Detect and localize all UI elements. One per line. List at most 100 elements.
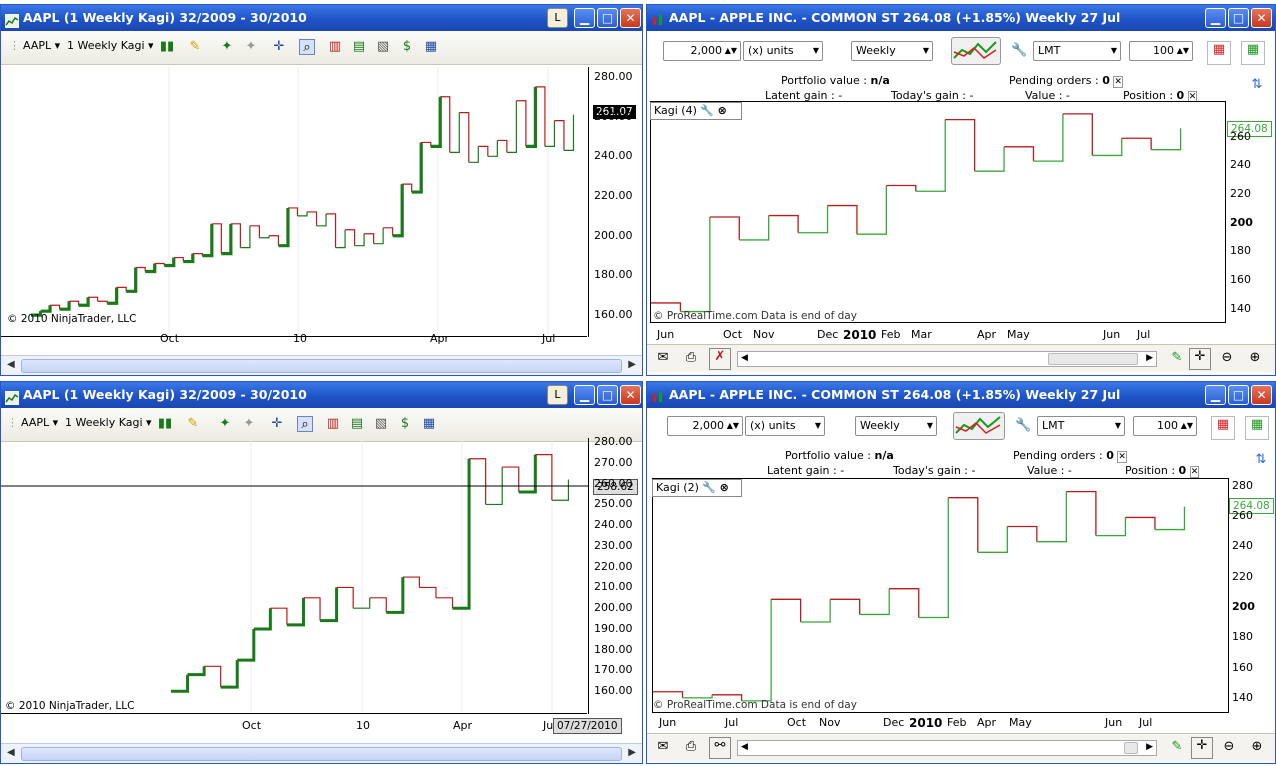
crosshair-icon[interactable]: ✛ (271, 416, 283, 431)
indicator-label[interactable]: Kagi (2) 🔧 ⊗ (652, 479, 742, 497)
indicator-button[interactable] (951, 37, 1001, 65)
units-select[interactable]: (x) units ▼ (745, 416, 825, 436)
image-icon[interactable]: ▧ (374, 416, 388, 431)
mail-icon[interactable]: ✉ (657, 739, 669, 754)
maximize-icon[interactable]: □ (597, 385, 618, 405)
scroll-right-icon[interactable]: ▶ (628, 359, 636, 370)
indicator-icon[interactable]: ✦ (221, 39, 233, 54)
scroll-right-icon[interactable]: ▶ (1146, 353, 1153, 363)
chart-style-icon[interactable]: ▮▮ (157, 416, 173, 431)
order-qty-stepper[interactable]: 100 ▲▼ (1129, 41, 1193, 61)
sell-icon[interactable]: ▦ (1241, 41, 1265, 65)
scroll-right-icon[interactable]: ▶ (1146, 742, 1153, 752)
chart-scrollbar[interactable]: ◀ ▶ (737, 740, 1157, 756)
scroll-left-icon[interactable]: ◀ (741, 353, 748, 363)
indicator-icon[interactable]: ✦ (219, 416, 231, 431)
bars-icon[interactable]: ▥ (328, 39, 342, 54)
pencil-icon[interactable]: ✎ (189, 39, 201, 54)
buy-icon[interactable]: ▦ (1211, 416, 1235, 440)
scroll-left-icon[interactable]: ◀ (7, 359, 15, 370)
indicator-label[interactable]: Kagi (4) 🔧 ⊗ (650, 102, 742, 120)
zoom-out-icon[interactable]: ⊖ (1223, 739, 1235, 754)
pending-orders[interactable]: Pending orders : 0 ✕ (1009, 74, 1123, 88)
drawing-tool-icon[interactable]: ✎ (1171, 350, 1183, 365)
pencil-icon[interactable]: ✎ (187, 416, 199, 431)
scroll-left-icon[interactable]: ◀ (7, 747, 15, 758)
wrench-icon[interactable]: 🔧 (702, 481, 717, 494)
link-icon[interactable]: ⚯ (709, 737, 731, 759)
title-bar[interactable]: AAPL - APPLE INC. - COMMON ST 264.08 (+1… (647, 5, 1275, 31)
close-icon[interactable]: ✕ (620, 385, 641, 405)
zoom-out-icon[interactable]: ⊖ (1221, 350, 1233, 365)
properties-icon[interactable]: ▦ (424, 39, 438, 54)
symbol-dropdown[interactable]: AAPL ▾ (23, 39, 61, 52)
dollar-icon[interactable]: $ (402, 39, 412, 54)
zoom-icon[interactable]: ⌕ (297, 416, 313, 432)
kagi-chart-plot[interactable] (652, 478, 1229, 713)
order-type-select[interactable]: LMT ▼ (1033, 41, 1121, 61)
order-type-select[interactable]: LMT ▼ (1037, 416, 1125, 436)
title-bar[interactable]: AAPL (1 Weekly Kagi) 32/2009 - 30/2010 L… (1, 5, 642, 31)
zoom-in-icon[interactable]: ⊕ (1249, 350, 1261, 365)
units-select[interactable]: (x) units ▼ (743, 41, 823, 61)
scroll-thumb[interactable] (21, 747, 622, 761)
close-circle-icon[interactable]: ⊗ (717, 104, 727, 117)
buy-icon[interactable]: ▦ (1207, 41, 1231, 65)
minimize-icon[interactable]: ▁ (574, 385, 595, 405)
strategy-icon[interactable]: ✦ (243, 416, 255, 431)
chart-style-icon[interactable]: ▮▮ (159, 39, 175, 54)
close-icon[interactable]: ✕ (1251, 8, 1272, 28)
interval-dropdown[interactable]: 1 Weekly Kagi ▾ (65, 416, 152, 429)
drawing-tool-icon[interactable]: ✎ (1171, 739, 1183, 754)
zoom-icon[interactable]: ⌕ (299, 39, 315, 55)
period-select[interactable]: Weekly ▼ (851, 41, 933, 61)
position[interactable]: Position : 0 ✕ (1123, 89, 1198, 103)
chart-scrollbar[interactable]: ◀ ▶ (737, 351, 1157, 367)
horizontal-scrollbar[interactable]: ◀ ▶ (1, 355, 642, 375)
refresh-arrows-icon[interactable]: ⇅ (1255, 452, 1267, 467)
symbol-dropdown[interactable]: AAPL ▾ (21, 416, 59, 429)
close-small-icon[interactable]: ✕ (1189, 466, 1200, 478)
order-qty-stepper[interactable]: 100 ▲▼ (1133, 416, 1197, 436)
maximize-icon[interactable]: □ (597, 8, 618, 28)
properties-icon[interactable]: ▦ (422, 416, 436, 431)
crosshair-icon[interactable]: ✛ (1189, 348, 1211, 370)
scroll-left-icon[interactable]: ◀ (741, 742, 748, 752)
period-select[interactable]: Weekly ▼ (855, 416, 937, 436)
image-icon[interactable]: ▧ (376, 39, 390, 54)
title-bar[interactable]: AAPL (1 Weekly Kagi) 32/2009 - 30/2010 L… (1, 382, 642, 408)
position[interactable]: Position : 0 ✕ (1125, 464, 1200, 478)
interval-dropdown[interactable]: 1 Weekly Kagi ▾ (67, 39, 154, 52)
bars-icon[interactable]: ▥ (326, 416, 340, 431)
maximize-icon[interactable]: □ (1228, 8, 1249, 28)
dollar-icon[interactable]: $ (400, 416, 410, 431)
strategy-icon[interactable]: ✦ (245, 39, 257, 54)
print-icon[interactable]: ⎙ (685, 350, 697, 365)
crosshair-icon[interactable]: ✛ (273, 39, 285, 54)
data-box-icon[interactable]: ▤ (352, 39, 366, 54)
close-circle-icon[interactable]: ⊗ (719, 481, 729, 494)
minimize-icon[interactable]: ▁ (1205, 385, 1226, 405)
close-small-icon[interactable]: ✕ (1113, 76, 1123, 88)
minimize-icon[interactable]: ▁ (574, 8, 595, 28)
close-icon[interactable]: ✕ (620, 8, 641, 28)
wrench-icon[interactable]: 🔧 (1015, 418, 1032, 433)
mail-icon[interactable]: ✉ (657, 350, 669, 365)
link-button[interactable]: L (547, 385, 568, 405)
quantity-stepper[interactable]: 2,000 ▲▼ (663, 41, 741, 61)
scroll-right-icon[interactable]: ▶ (628, 747, 636, 758)
horizontal-scrollbar[interactable]: ◀ ▶ (1, 743, 642, 763)
scroll-thumb[interactable] (1124, 742, 1138, 754)
close-small-icon[interactable]: ✕ (1117, 451, 1127, 463)
scroll-thumb[interactable] (21, 359, 622, 373)
print-icon[interactable]: ⎙ (685, 739, 697, 754)
close-small-icon[interactable]: ✕ (1187, 91, 1198, 103)
kagi-chart-plot[interactable] (1, 67, 589, 337)
crosshair-icon[interactable]: ✛ (1191, 737, 1213, 759)
refresh-arrows-icon[interactable]: ⇅ (1251, 77, 1263, 92)
wrench-icon[interactable]: 🔧 (700, 104, 715, 117)
data-box-icon[interactable]: ▤ (350, 416, 364, 431)
minimize-icon[interactable]: ▁ (1205, 8, 1226, 28)
pending-orders[interactable]: Pending orders : 0 ✕ (1013, 449, 1127, 463)
scroll-thumb[interactable] (1048, 353, 1138, 365)
